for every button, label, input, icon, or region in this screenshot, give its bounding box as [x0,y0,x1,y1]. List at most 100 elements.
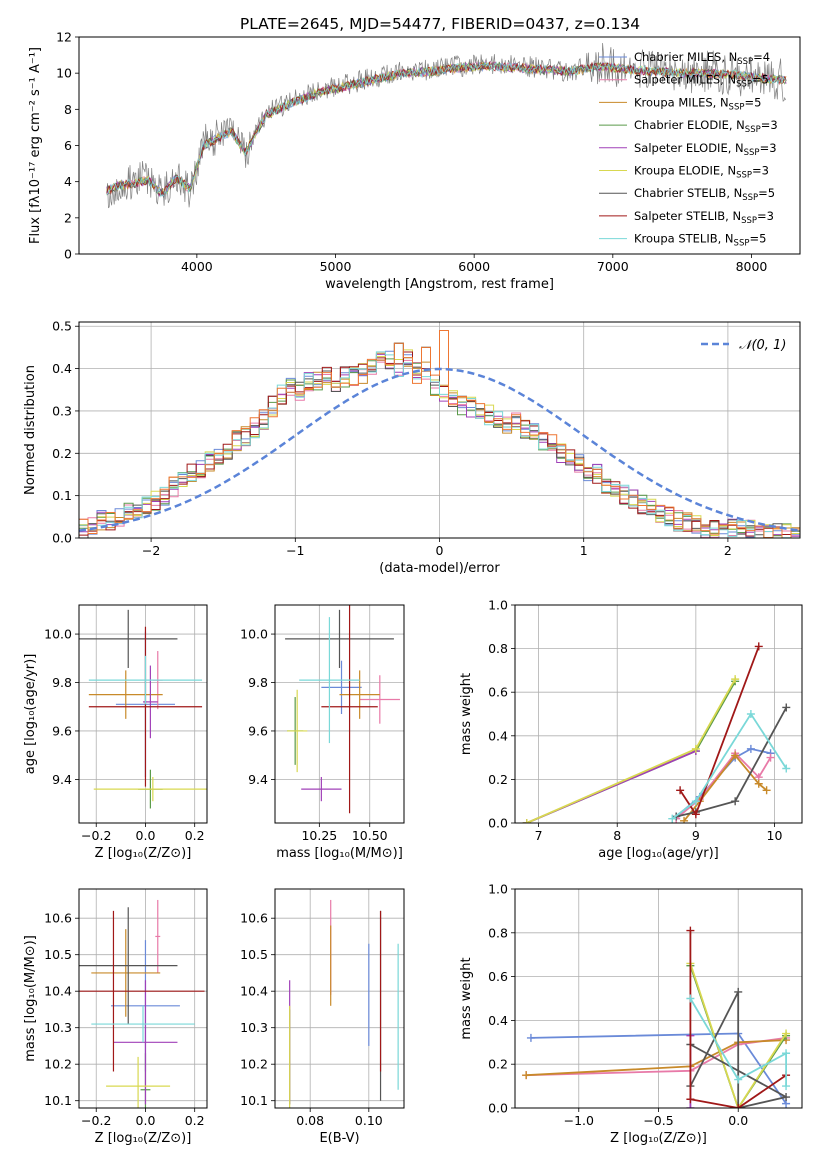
plot-area [285,605,400,814]
x-tick-label: 8 [613,828,621,843]
weight-line-8 [671,712,788,820]
y-tick-label: 0.2 [488,1057,508,1072]
x-tick-label: 6000 [458,259,490,274]
weight-marker [746,744,755,753]
panel-mass-vs-Z: −0.2 0.0 0.2 10.1 10.2 10.3 10.4 10.5 10.6 Z [log… [23,888,208,1146]
weight-marker [782,764,791,773]
y-tick-label: 0.4 [52,361,72,376]
y-axis-label: mass weight [459,957,474,1039]
y-tick-label: 0.4 [488,728,508,743]
legend-label-1: Salpeter MILES, NSSP=5 [634,73,769,90]
y-axis-label: age [log₁₀(age/yr)] [23,654,38,775]
weight-line-6 [689,991,789,1108]
x-tick-label: 0.2 [185,1113,205,1128]
normal-curve-line [79,367,800,532]
legend: 𝒩(0, 1) [701,338,786,353]
weight-marker [668,814,677,823]
legend-label-0: Chabrier MILES, NSSP=4 [634,50,770,67]
y-tick-label: 10.5 [240,947,268,962]
axes-frame [514,604,803,824]
panel-weight-vs-age: 7 8 9 10 0.0 0.2 0.4 0.6 0.8 1.0 age [log₁₀(age/yr… [459,598,803,861]
x-tick-label: −1.0 [564,1113,594,1128]
x-tick-label: 10.25 [301,828,337,843]
x-tick-label: 10 [767,828,783,843]
x-tick-label: 7 [535,828,543,843]
y-tick-label: 10.0 [240,627,268,642]
panel-mass-vs-EBV: 0.08 0.10 10.1 10.2 10.3 10.4 10.5 10.6 E(B-V) [240,888,405,1146]
legend-label-3: Chabrier ELODIE, NSSP=3 [634,118,778,135]
y-tick-label: 9.8 [248,675,268,690]
y-tick-label: 10.3 [44,1020,72,1035]
panel-age-vs-mass: 10.25 10.50 9.4 9.6 9.8 10.0 mass [log₁₀(M/M⊙)… [240,604,405,861]
weight-marker [686,1104,695,1108]
weight-marker [691,744,700,753]
x-tick-label: 0.0 [136,828,156,843]
weight-marker [686,1095,695,1104]
x-tick-label: 0.2 [185,828,205,843]
histogram-step-9 [79,330,800,538]
x-axis-label: E(B-V) [319,1131,359,1146]
y-tick-label: 10.5 [44,947,72,962]
weight-marker [782,1093,791,1102]
y-tick-label: 10.2 [44,1057,72,1072]
y-tick-label: 0.0 [488,1101,508,1116]
plot-area [79,330,800,538]
panel-residuals: −2 −1 0 1 2 0.0 0.1 0.2 0.3 0.4 0.5 (data-model)/er… [23,319,801,576]
legend-label: 𝒩(0, 1) [739,338,786,353]
weight-marker [782,1082,791,1091]
x-tick-label: 2 [724,543,732,558]
axes-frame [78,321,801,539]
weight-marker [754,642,763,651]
y-axis-label: mass weight [459,673,474,755]
weight-marker [782,703,791,712]
axes-frame [514,888,803,1109]
figure-title: PLATE=2645, MJD=54477, FIBERID=0437, z=0… [240,15,640,33]
x-tick-label: 0.08 [296,1113,324,1128]
weight-line-5 [526,678,736,823]
y-tick-label: 0.8 [488,641,508,656]
x-tick-label: 8000 [736,259,768,274]
y-axis-label: mass [log₁₀(M/M⊙)] [23,935,38,1062]
y-tick-label: 9.4 [52,772,72,787]
x-axis-label: Z [log₁₀(Z/Z⊙)] [610,1131,707,1146]
x-tick-label: −0.2 [81,1113,111,1128]
y-tick-label: 9.6 [248,723,268,738]
weight-line-3 [526,680,736,823]
weight-marker [734,1075,743,1084]
x-tick-label: 0.10 [355,1113,383,1128]
y-tick-label: 0.8 [488,925,508,940]
x-tick-label: 9 [692,828,700,843]
weight-marker [731,675,740,684]
weight-marker [731,751,740,760]
y-tick-label: 10.4 [44,984,72,999]
x-tick-label: 0.0 [728,1113,748,1128]
y-tick-label: 0.5 [52,319,72,334]
weight-marker [782,1049,791,1058]
weight-marker [746,710,755,718]
x-tick-label: −0.5 [643,1113,673,1128]
y-tick-label: 0.0 [488,816,508,831]
weight-marker [526,1033,535,1042]
y-tick-label: 6 [64,138,72,153]
axes-frame [78,604,208,824]
panel-spectrum: 4000 5000 6000 7000 8000 0 2 4 6 8 10 12 wavelength … [28,30,801,292]
x-axis-label: (data-model)/error [379,561,500,576]
x-tick-label: 0.0 [136,1113,156,1128]
x-tick-label: 10.50 [352,828,388,843]
weight-marker [754,779,763,788]
x-tick-label: 7000 [597,259,629,274]
y-tick-label: 0.4 [488,1013,508,1028]
legend-label-4: Salpeter ELODIE, NSSP=3 [634,141,777,158]
x-tick-label: 4000 [181,259,213,274]
y-axis-label: Normed distribution [23,365,38,495]
y-tick-label: 10.1 [240,1093,268,1108]
x-axis-label: wavelength [Angstrom, rest frame] [325,277,554,292]
plot-area [522,926,791,1108]
y-tick-label: 0.3 [52,403,72,418]
y-tick-label: 2 [64,210,72,225]
weight-line-7 [679,646,760,817]
axes-frame [274,888,405,1109]
model-line-7 [106,61,787,197]
weight-line-2 [526,1039,787,1077]
